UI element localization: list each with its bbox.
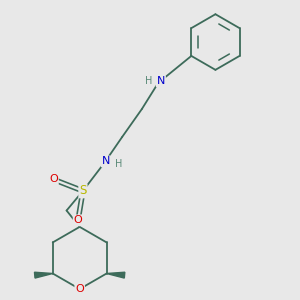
Text: S: S [79,184,87,197]
Text: O: O [75,284,84,294]
Text: O: O [49,174,58,184]
Polygon shape [34,272,53,278]
Text: H: H [145,76,153,86]
Text: O: O [74,215,82,225]
Text: H: H [115,159,123,169]
Text: N: N [102,157,110,166]
Text: N: N [157,76,165,86]
Polygon shape [106,272,125,278]
